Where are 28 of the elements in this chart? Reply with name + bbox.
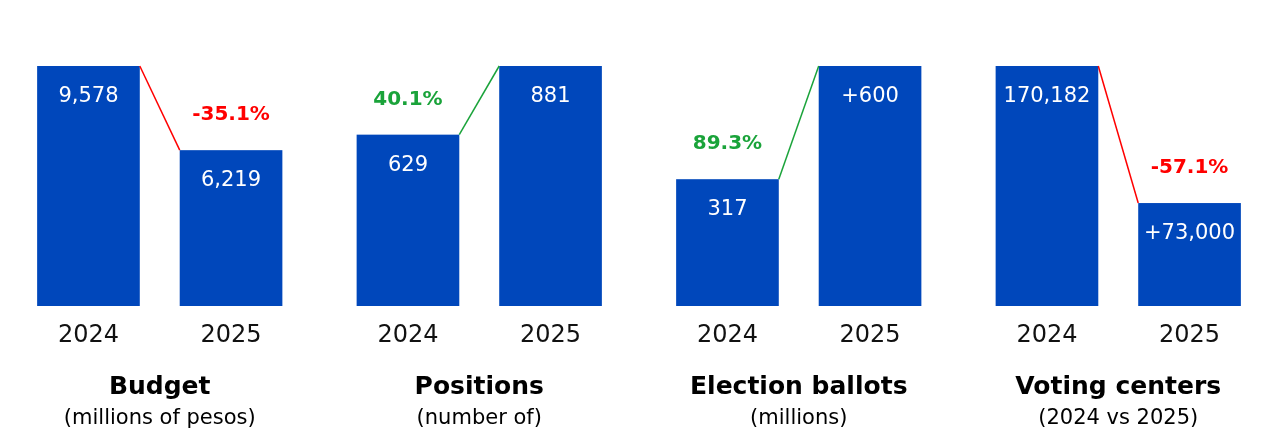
data-label: 6,219 (200, 167, 262, 192)
x-tick-label: 2025 (1159, 320, 1221, 348)
data-label: 629 (387, 151, 429, 176)
annotation: 89.3% (692, 130, 763, 155)
data-label: +73,000 (1144, 220, 1236, 245)
x-tick-label: 2025 (200, 320, 262, 348)
text: Positions (414, 371, 544, 400)
data-label: +600 (841, 83, 899, 107)
text: (millions of pesos) (63, 405, 256, 429)
data-label: 317 (707, 196, 748, 221)
text: (number of) (416, 405, 542, 429)
data-label: 9,578 (58, 83, 119, 107)
annotation: -35.1% (192, 101, 270, 126)
x-tick-label: 2024 (696, 320, 758, 348)
annotation: -57.1% (1150, 154, 1229, 179)
data-label: 170,182 (1003, 83, 1091, 107)
annotation: 40.1% (373, 85, 443, 110)
x-tick-label: 2025 (520, 320, 582, 348)
text: Voting centers (1015, 371, 1222, 400)
data-label: 881 (530, 83, 571, 107)
text: Budget (108, 371, 211, 400)
text: Election ballots (689, 371, 908, 400)
text: (millions) (750, 405, 848, 429)
x-tick-label: 2024 (57, 320, 119, 348)
x-tick-label: 2024 (1016, 320, 1078, 348)
x-tick-label: 2025 (839, 320, 901, 348)
x-tick-label: 2024 (377, 320, 439, 348)
text: (2024 vs 2025) (1038, 405, 1199, 429)
